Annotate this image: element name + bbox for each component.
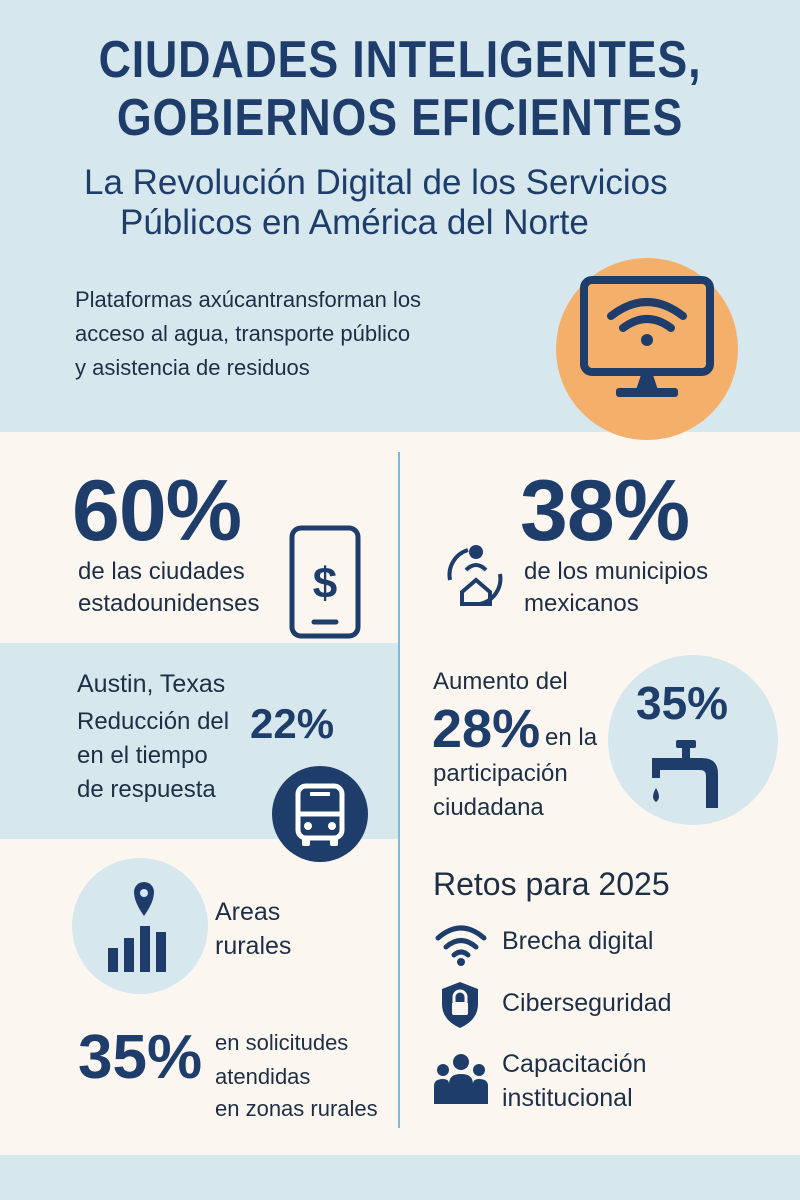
column-divider [398,452,400,1128]
challenge-2-label: Ciberseguridad [502,989,672,1017]
shield-lock-icon [440,980,480,1030]
wifi-icon [434,922,488,966]
austin-line-2: en el tiempo [77,742,208,769]
stat-38-line-1: de los municipios [524,558,709,585]
water-tap-icon [646,738,726,812]
stat-38-value: 38% [520,463,690,559]
rural-chart-icon [108,882,166,972]
austin-value: 22% [250,700,335,747]
challenge-3-label-line-1: Capacitación [502,1050,647,1078]
water-badge-value: 35% [636,677,729,729]
stat-60-line-1: de las ciudades [78,558,245,585]
bus-icon [295,783,345,846]
austin-line-3: de respuesta [77,776,216,803]
participation-line-1: Aumento del [433,668,568,695]
rural-desc-2: atendidas [215,1064,311,1089]
monitor-badge [556,258,738,440]
intro-line-1: Plataformas axúcantransforman los [75,287,422,312]
rural-line-1: Areas [215,898,281,926]
footer-band [0,1155,800,1200]
challenge-3-label-line-2: institucional [502,1084,633,1112]
title-line-1: CIUDADES INTELIGENTES, [98,31,702,89]
participation-value: 28% [432,699,541,759]
stat-38-line-2: mexicanos [524,590,639,617]
intro-line-2: acceso al agua, transporte público [75,321,411,346]
svg-text:$: $ [313,559,337,608]
stat-60-value: 60% [72,463,242,559]
bus-badge [272,766,368,862]
phone-dollar-icon: $ [288,524,362,640]
stat-60-line-2: estadounidenses [78,590,260,617]
rural-badge [72,858,208,994]
participation-line-2: participación [433,760,568,787]
people-icon [432,1050,490,1106]
title-line-2: GOBIERNOS EFICIENTES [116,89,684,147]
subtitle-line-2: Públicos en América del Norte [120,203,589,242]
rural-desc-1: en solicitudes [215,1030,349,1055]
participation-suffix: en la [545,724,598,751]
monitor-wifi-icon [580,276,714,397]
intro-line-3: y asistencia de residuos [75,355,310,380]
austin-city: Austin, Texas [77,670,226,698]
subtitle-line-1: La Revolución Digital de los Servicios [84,163,668,202]
challenges-title: Retos para 2025 [433,866,670,902]
challenge-1-label: Brecha digital [502,927,654,955]
citizen-home-icon [438,540,514,612]
intro-text: Plataformas axúcantransforman los acceso… [75,283,515,385]
rural-desc-3: en zonas rurales [215,1096,378,1121]
rural-value: 35% [78,1023,203,1092]
austin-line-1: Reducción del [77,708,230,735]
participation-line-3: ciudadana [433,794,544,821]
rural-line-2: rurales [215,932,292,960]
